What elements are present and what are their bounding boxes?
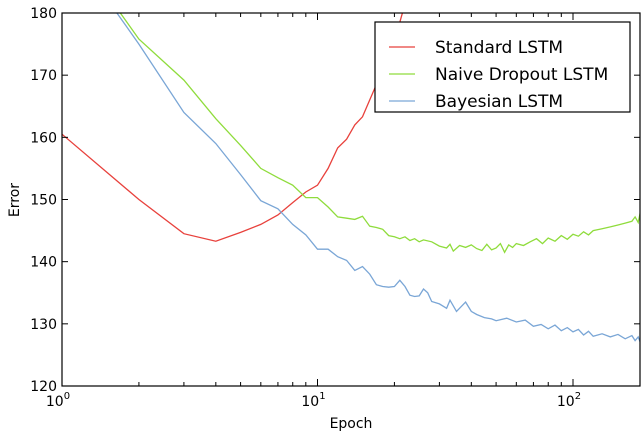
legend-label: Standard LSTM [435, 38, 563, 58]
y-tick-label: 180 [30, 6, 57, 22]
y-tick-label: 120 [30, 379, 57, 395]
y-tick-label: 130 [30, 317, 57, 333]
legend: Standard LSTM Naive Dropout LSTM Bayesian … [374, 21, 631, 113]
x-tick-label: 101 [301, 391, 325, 410]
legend-label: Bayesian LSTM [435, 92, 563, 112]
y-tick-label: 170 [30, 68, 57, 84]
y-axis-label: Error [7, 183, 23, 217]
y-tick-label: 160 [30, 130, 57, 146]
series-line-naive-dropout-lstm [119, 13, 640, 254]
series-line-standard-lstm [62, 13, 404, 242]
y-tick-label: 150 [30, 193, 57, 209]
legend-box [374, 21, 631, 113]
x-tick-label: 102 [557, 391, 581, 410]
series-line-bayesian-lstm [116, 13, 640, 343]
x-tick-label: 100 [46, 391, 70, 410]
x-tick-base: 10 [301, 394, 319, 410]
x-tick-exponent: 1 [319, 391, 325, 402]
x-tick-exponent: 0 [64, 391, 70, 402]
y-tick-label: 140 [30, 255, 57, 271]
legend-label: Naive Dropout LSTM [435, 65, 608, 85]
x-axis-label: Epoch [330, 416, 373, 432]
x-tick-base: 10 [557, 394, 575, 410]
x-tick-exponent: 2 [575, 391, 581, 402]
x-tick-base: 10 [46, 394, 64, 410]
